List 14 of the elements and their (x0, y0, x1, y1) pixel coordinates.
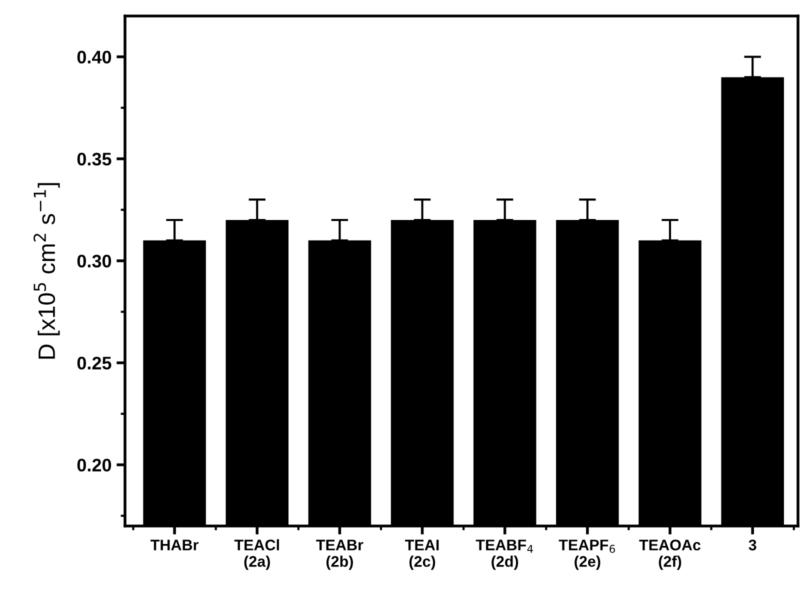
y-axis-title: D [x10$^{5}$ cm$^{2}$ s$^{−1}$] (34, 183, 60, 359)
x-tick-label: TEABF$_{4}$ (2d) (476, 540, 533, 570)
x-tick-label: TEAOAc (2f) (639, 540, 701, 570)
y-tick-label: 0.30 (77, 254, 112, 268)
x-tick-label: TEAPF$_{6}$ (2e) (558, 540, 615, 570)
x-tick-label: TEABr (2b) (316, 540, 364, 570)
x-tick-label: TEACl (2a) (234, 539, 279, 570)
x-tick-label: TEAI (2c) (405, 540, 439, 570)
x-tick-label: 3 (748, 540, 756, 550)
x-tick-label: THABr (150, 540, 199, 550)
y-tick-label: 0.40 (77, 50, 112, 64)
y-tick-label: 0.20 (77, 458, 112, 472)
y-tick-label: 0.25 (77, 356, 112, 370)
y-tick-label: 0.35 (77, 152, 112, 166)
